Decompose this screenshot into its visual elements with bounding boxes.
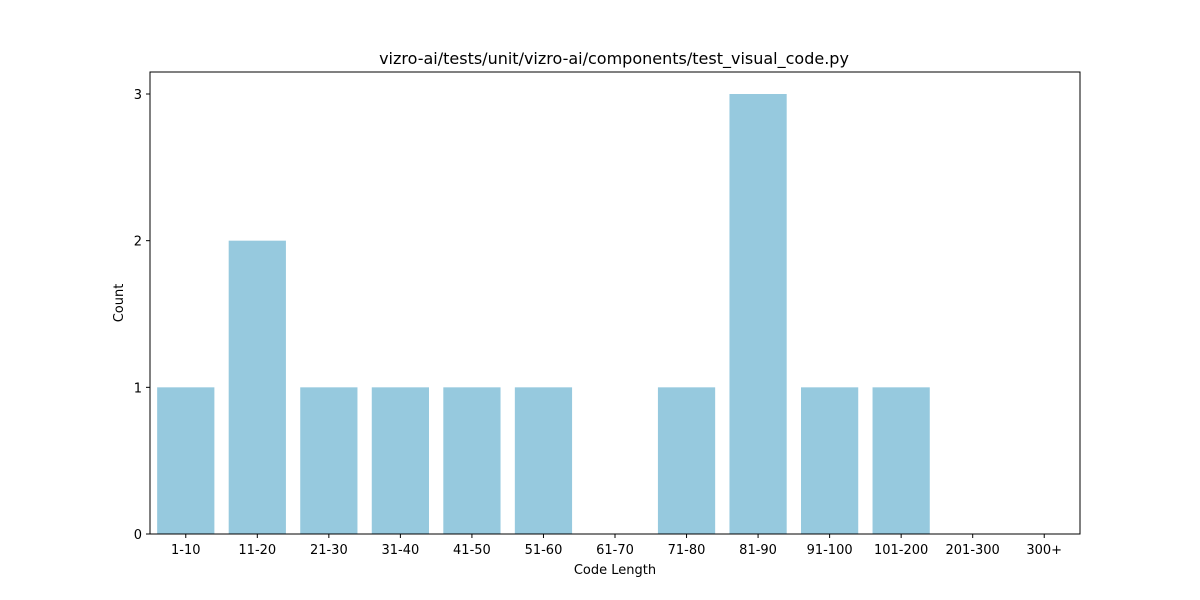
x-axis-label: Code Length (574, 563, 656, 578)
bar-11-20 (229, 241, 286, 534)
x-tick-label: 51-60 (525, 543, 563, 558)
x-tick-label: 300+ (1026, 543, 1062, 558)
plot-area-frame (150, 72, 1080, 534)
x-tick-label: 101-200 (874, 543, 928, 558)
x-tick-label: 21-30 (310, 543, 348, 558)
x-tick-label: 61-70 (596, 543, 634, 558)
x-tick-label: 31-40 (381, 543, 419, 558)
y-axis-label: Count (112, 284, 127, 323)
y-tick-label: 3 (134, 88, 142, 103)
x-tick-label: 81-90 (739, 543, 777, 558)
bar-71-80 (658, 387, 715, 534)
x-tick-label: 201-300 (946, 543, 1000, 558)
y-tick-label: 0 (134, 528, 142, 543)
bar-21-30 (300, 387, 357, 534)
bar-31-40 (372, 387, 429, 534)
bar-51-60 (515, 387, 572, 534)
bar-91-100 (801, 387, 858, 534)
x-tick-label: 91-100 (807, 543, 853, 558)
y-tick-label: 1 (134, 381, 142, 396)
x-tick-label: 1-10 (171, 543, 201, 558)
bar-81-90 (729, 94, 786, 534)
x-tick-label: 41-50 (453, 543, 491, 558)
bar-41-50 (443, 387, 500, 534)
bar-1-10 (157, 387, 214, 534)
x-tick-label: 71-80 (668, 543, 706, 558)
y-axis-ticks: 0 1 2 3 (134, 88, 150, 543)
bar-101-200 (873, 387, 930, 534)
chart-title: vizro-ai/tests/unit/vizro-ai/components/… (379, 49, 849, 69)
x-axis-ticks: 1-10 11-20 21-30 31-40 41-50 51-60 61-70 71-80 8… (171, 534, 1062, 558)
x-tick-label: 11-20 (238, 543, 276, 558)
bars-group (157, 94, 930, 534)
y-tick-label: 2 (134, 235, 142, 250)
